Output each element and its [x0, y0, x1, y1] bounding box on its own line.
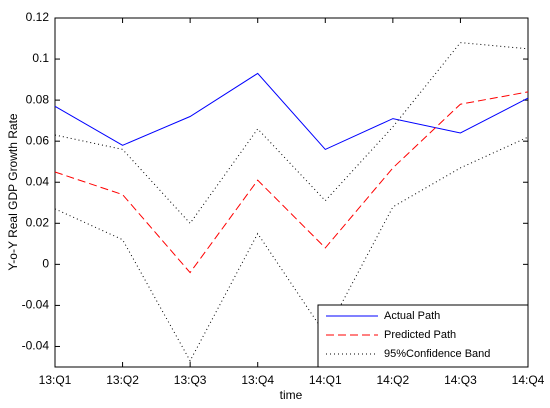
x-tick-label: 13:Q3	[174, 373, 207, 387]
x-tick-label: 13:Q1	[39, 373, 72, 387]
y-tick-label: 0.1	[32, 51, 49, 65]
y-tick-label: 0.06	[26, 133, 50, 147]
y-tick-label: 0	[42, 257, 49, 271]
y-tick-label: -0.04	[22, 298, 50, 312]
x-tick-label: 14:Q1	[309, 373, 342, 387]
x-axis-label: time	[280, 388, 303, 402]
y-tick-label: 0.02	[26, 215, 50, 229]
x-tick-label: 13:Q2	[106, 373, 139, 387]
y-tick-label: 0.04	[26, 174, 50, 188]
line-series	[54, 72, 529, 151]
y-tick-label: 0.12	[26, 10, 50, 24]
line-series	[54, 91, 529, 274]
legend-label: Actual Path	[384, 310, 440, 322]
y-tick-label: 0.08	[26, 92, 50, 106]
legend-label: Predicted Path	[384, 329, 456, 341]
plot-frame	[54, 17, 529, 368]
y-tick-label: -0.04	[22, 339, 50, 353]
legend-box	[317, 304, 529, 368]
x-tick-label: 13:Q4	[241, 373, 274, 387]
x-tick-label: 14:Q4	[512, 373, 545, 387]
x-tick-label: 14:Q2	[377, 373, 410, 387]
y-axis-label: Y-o-Y Real GDP Growth Rate	[6, 113, 20, 271]
x-tick-label: 14:Q3	[444, 373, 477, 387]
legend-label: 95%Confidence Band	[384, 348, 490, 360]
line-series	[54, 42, 529, 225]
